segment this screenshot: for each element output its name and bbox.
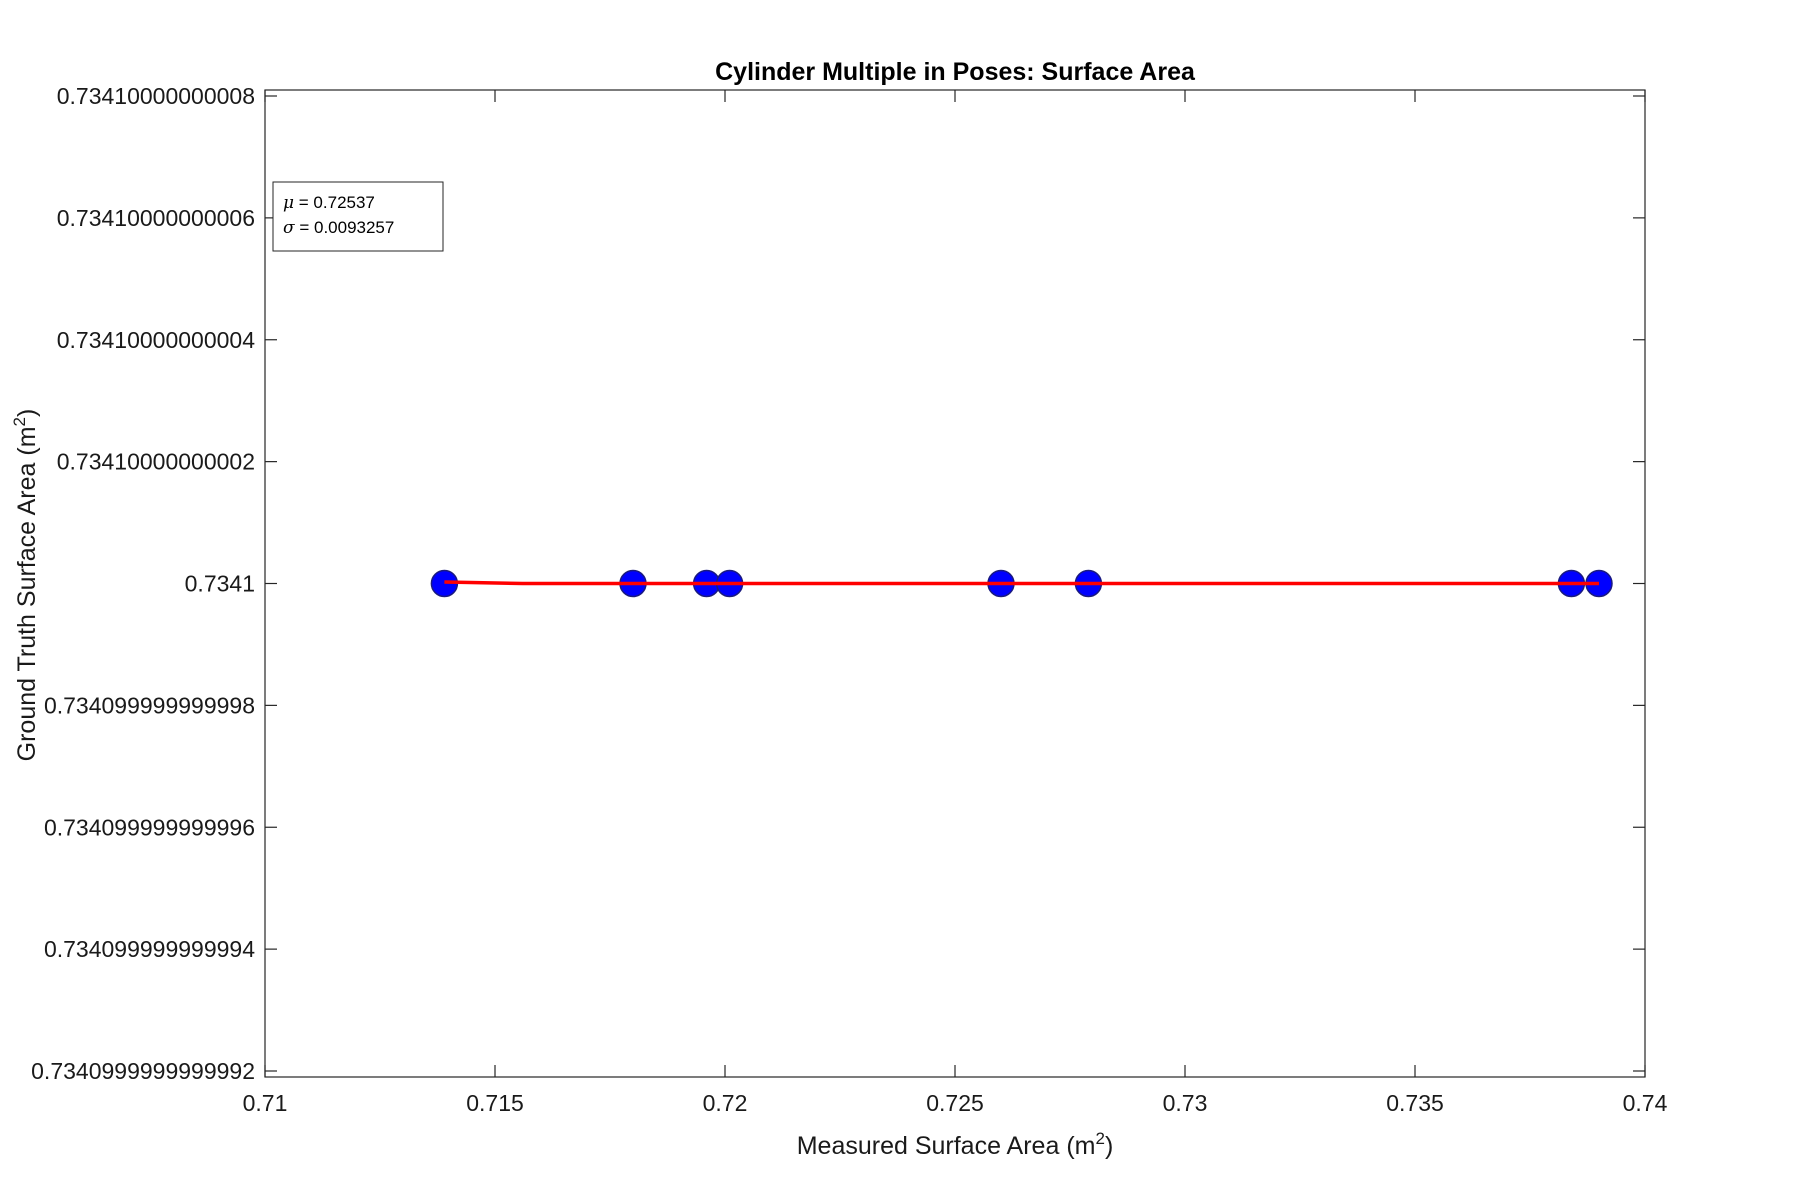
x-tick-label: 0.74 bbox=[1623, 1090, 1668, 1116]
x-tick-label: 0.72 bbox=[703, 1090, 748, 1116]
y-tick-label: 0.7340999999999992 bbox=[31, 1058, 255, 1084]
y-axis-unit: m bbox=[13, 426, 41, 447]
x-axis-unit: m bbox=[1075, 1132, 1096, 1160]
x-tick-label: 0.73 bbox=[1163, 1090, 1208, 1116]
y-axis: 0.7340999999999992 0.734099999999994 0.734… bbox=[31, 83, 1645, 1084]
y-axis-label: Ground Truth Surface Area (m2) bbox=[10, 409, 41, 762]
legend-mean: μ = 0.72537 bbox=[283, 193, 375, 213]
mu-symbol: μ bbox=[283, 193, 294, 213]
y-tick-label: 0.734099999999998 bbox=[44, 692, 255, 718]
y-axis-unit-exp: 2 bbox=[10, 417, 29, 426]
x-axis-unit-exp: 2 bbox=[1095, 1129, 1104, 1148]
fit-line bbox=[444, 580, 1599, 586]
x-tick-label: 0.71 bbox=[243, 1090, 288, 1116]
chart-title: Cylinder Multiple in Poses: Surface Area bbox=[715, 58, 1196, 86]
y-tick-label: 0.73410000000008 bbox=[57, 83, 255, 109]
stats-legend: μ = 0.72537 σ = 0.0093257 bbox=[272, 181, 444, 252]
x-tick-label: 0.725 bbox=[926, 1090, 984, 1116]
y-tick-label: 0.734099999999994 bbox=[44, 936, 255, 962]
x-tick-label: 0.735 bbox=[1386, 1090, 1444, 1116]
std-value: = 0.0093257 bbox=[295, 218, 395, 237]
y-tick-label: 0.734099999999996 bbox=[44, 814, 255, 840]
x-axis-label-text: Measured Surface Area bbox=[797, 1132, 1060, 1160]
legend-box bbox=[272, 181, 444, 252]
legend-std: σ = 0.0093257 bbox=[283, 218, 394, 238]
x-axis-label: Measured Surface Area (m2) bbox=[797, 1129, 1114, 1160]
y-tick-label: 0.73410000000004 bbox=[57, 327, 255, 353]
y-tick-label: 0.73410000000006 bbox=[57, 205, 255, 231]
mean-value: = 0.72537 bbox=[294, 193, 375, 212]
series-layer bbox=[430, 569, 1613, 598]
y-axis-label-text: Ground Truth Surface Area bbox=[13, 462, 41, 761]
y-tick-label: 0.73410000000002 bbox=[57, 449, 255, 475]
x-axis: 0.71 0.715 0.72 0.725 0.73 0.735 0.74 bbox=[243, 90, 1668, 1116]
x-tick-label: 0.715 bbox=[466, 1090, 524, 1116]
sigma-symbol: σ bbox=[283, 218, 295, 238]
y-tick-label: 0.7341 bbox=[185, 571, 255, 597]
